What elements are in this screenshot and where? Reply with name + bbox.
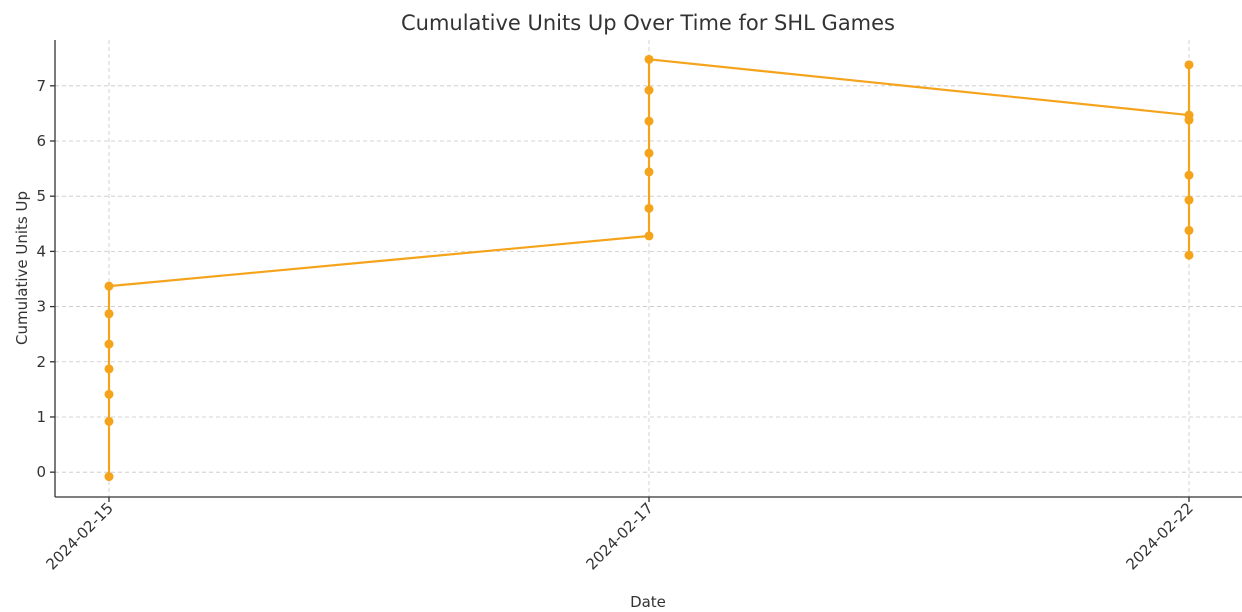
point — [1184, 60, 1194, 70]
y-tick-label: 6 — [36, 132, 46, 150]
point — [644, 85, 654, 95]
point — [104, 416, 114, 426]
point — [644, 116, 654, 126]
y-tick-label: 5 — [36, 187, 46, 205]
y-tick-label: 0 — [36, 463, 46, 481]
point — [104, 281, 114, 291]
point — [104, 309, 114, 319]
point — [644, 203, 654, 213]
point — [644, 167, 654, 177]
x-tick-label: 2024-02-15 — [42, 499, 116, 573]
point — [644, 231, 654, 241]
point — [104, 339, 114, 349]
chart-title: Cumulative Units Up Over Time for SHL Ga… — [401, 11, 895, 35]
y-axis-label: Cumulative Units Up — [13, 191, 31, 345]
point — [1184, 225, 1194, 235]
point — [104, 364, 114, 374]
point — [1184, 250, 1194, 260]
x-tick-label: 2024-02-22 — [1122, 499, 1196, 573]
x-axis-label: Date — [630, 593, 666, 611]
point — [644, 148, 654, 158]
y-tick-label: 4 — [36, 242, 46, 260]
point — [104, 389, 114, 399]
point — [104, 472, 114, 482]
point — [1184, 195, 1194, 205]
x-tick-label: 2024-02-17 — [582, 499, 656, 573]
point — [1184, 170, 1194, 180]
y-tick-label: 7 — [36, 77, 46, 95]
y-tick-label: 1 — [36, 408, 46, 426]
y-tick-label: 2 — [36, 353, 46, 371]
point — [644, 54, 654, 64]
y-tick-label: 3 — [36, 298, 46, 316]
point — [1184, 115, 1194, 125]
